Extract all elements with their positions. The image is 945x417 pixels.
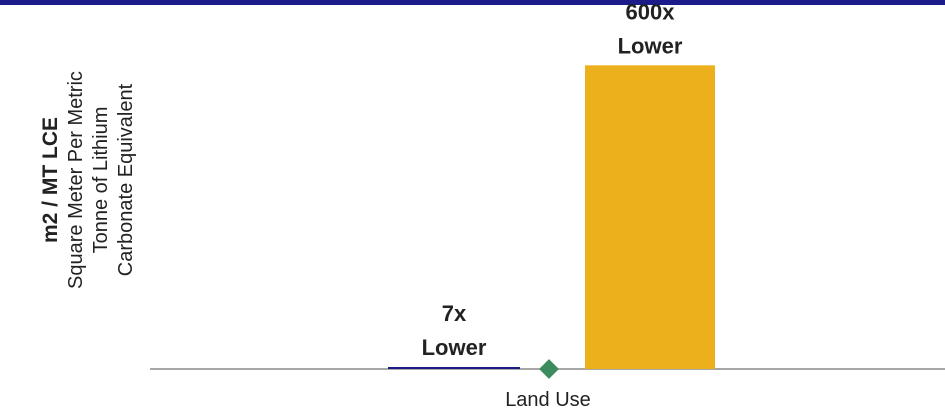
marker-diamond	[539, 359, 559, 379]
bar-series-1-label-text: Lower	[422, 335, 487, 360]
bar-series-1	[388, 367, 520, 369]
bar-series-2-label-text: Lower	[618, 33, 683, 58]
bar-series-1-label-value: 7x	[442, 301, 467, 326]
bar-series-2-label-value: 600x	[626, 0, 676, 24]
x-axis-label: Land Use	[505, 389, 591, 411]
bar-series-2	[585, 65, 715, 370]
top-rule	[0, 0, 945, 5]
